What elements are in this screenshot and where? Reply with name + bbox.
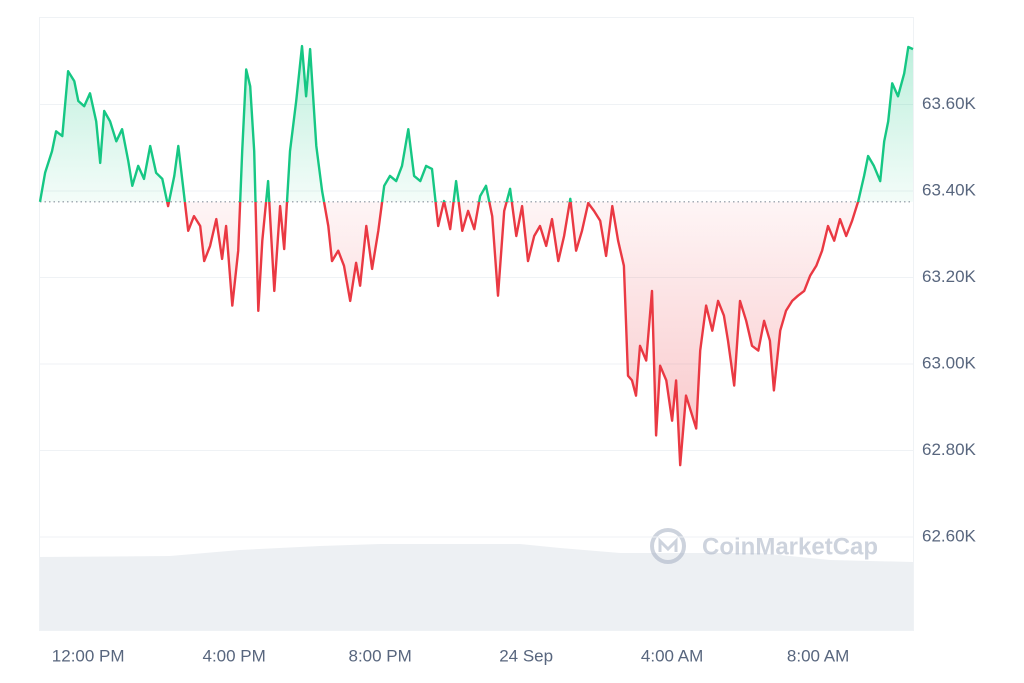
price-line [38, 44, 914, 467]
x-tick-label: 8:00 AM [787, 646, 849, 665]
x-tick-label: 4:00 AM [641, 646, 703, 665]
x-tick-label: 12:00 PM [52, 646, 125, 665]
y-tick-label: 63.00K [922, 353, 977, 372]
y-tick-label: 63.60K [922, 94, 977, 113]
x-tick-label: 4:00 PM [203, 646, 266, 665]
area-fill [40, 46, 913, 466]
y-tick-label: 62.60K [922, 526, 977, 545]
y-tick-label: 63.20K [922, 267, 977, 286]
x-tick-label: 8:00 PM [348, 646, 411, 665]
volume-area [40, 544, 913, 630]
y-tick-label: 63.40K [922, 180, 977, 199]
watermark: CoinMarketCap [650, 528, 878, 564]
watermark-text: CoinMarketCap [702, 533, 878, 560]
plot: 62.60K 62.80K 63.00K 63.20K 63.40K 63.60K 12:0… [38, 44, 977, 665]
y-tick-label: 62.80K [922, 440, 977, 459]
plot-frame [39, 17, 914, 631]
x-tick-label: 24 Sep [499, 646, 553, 665]
